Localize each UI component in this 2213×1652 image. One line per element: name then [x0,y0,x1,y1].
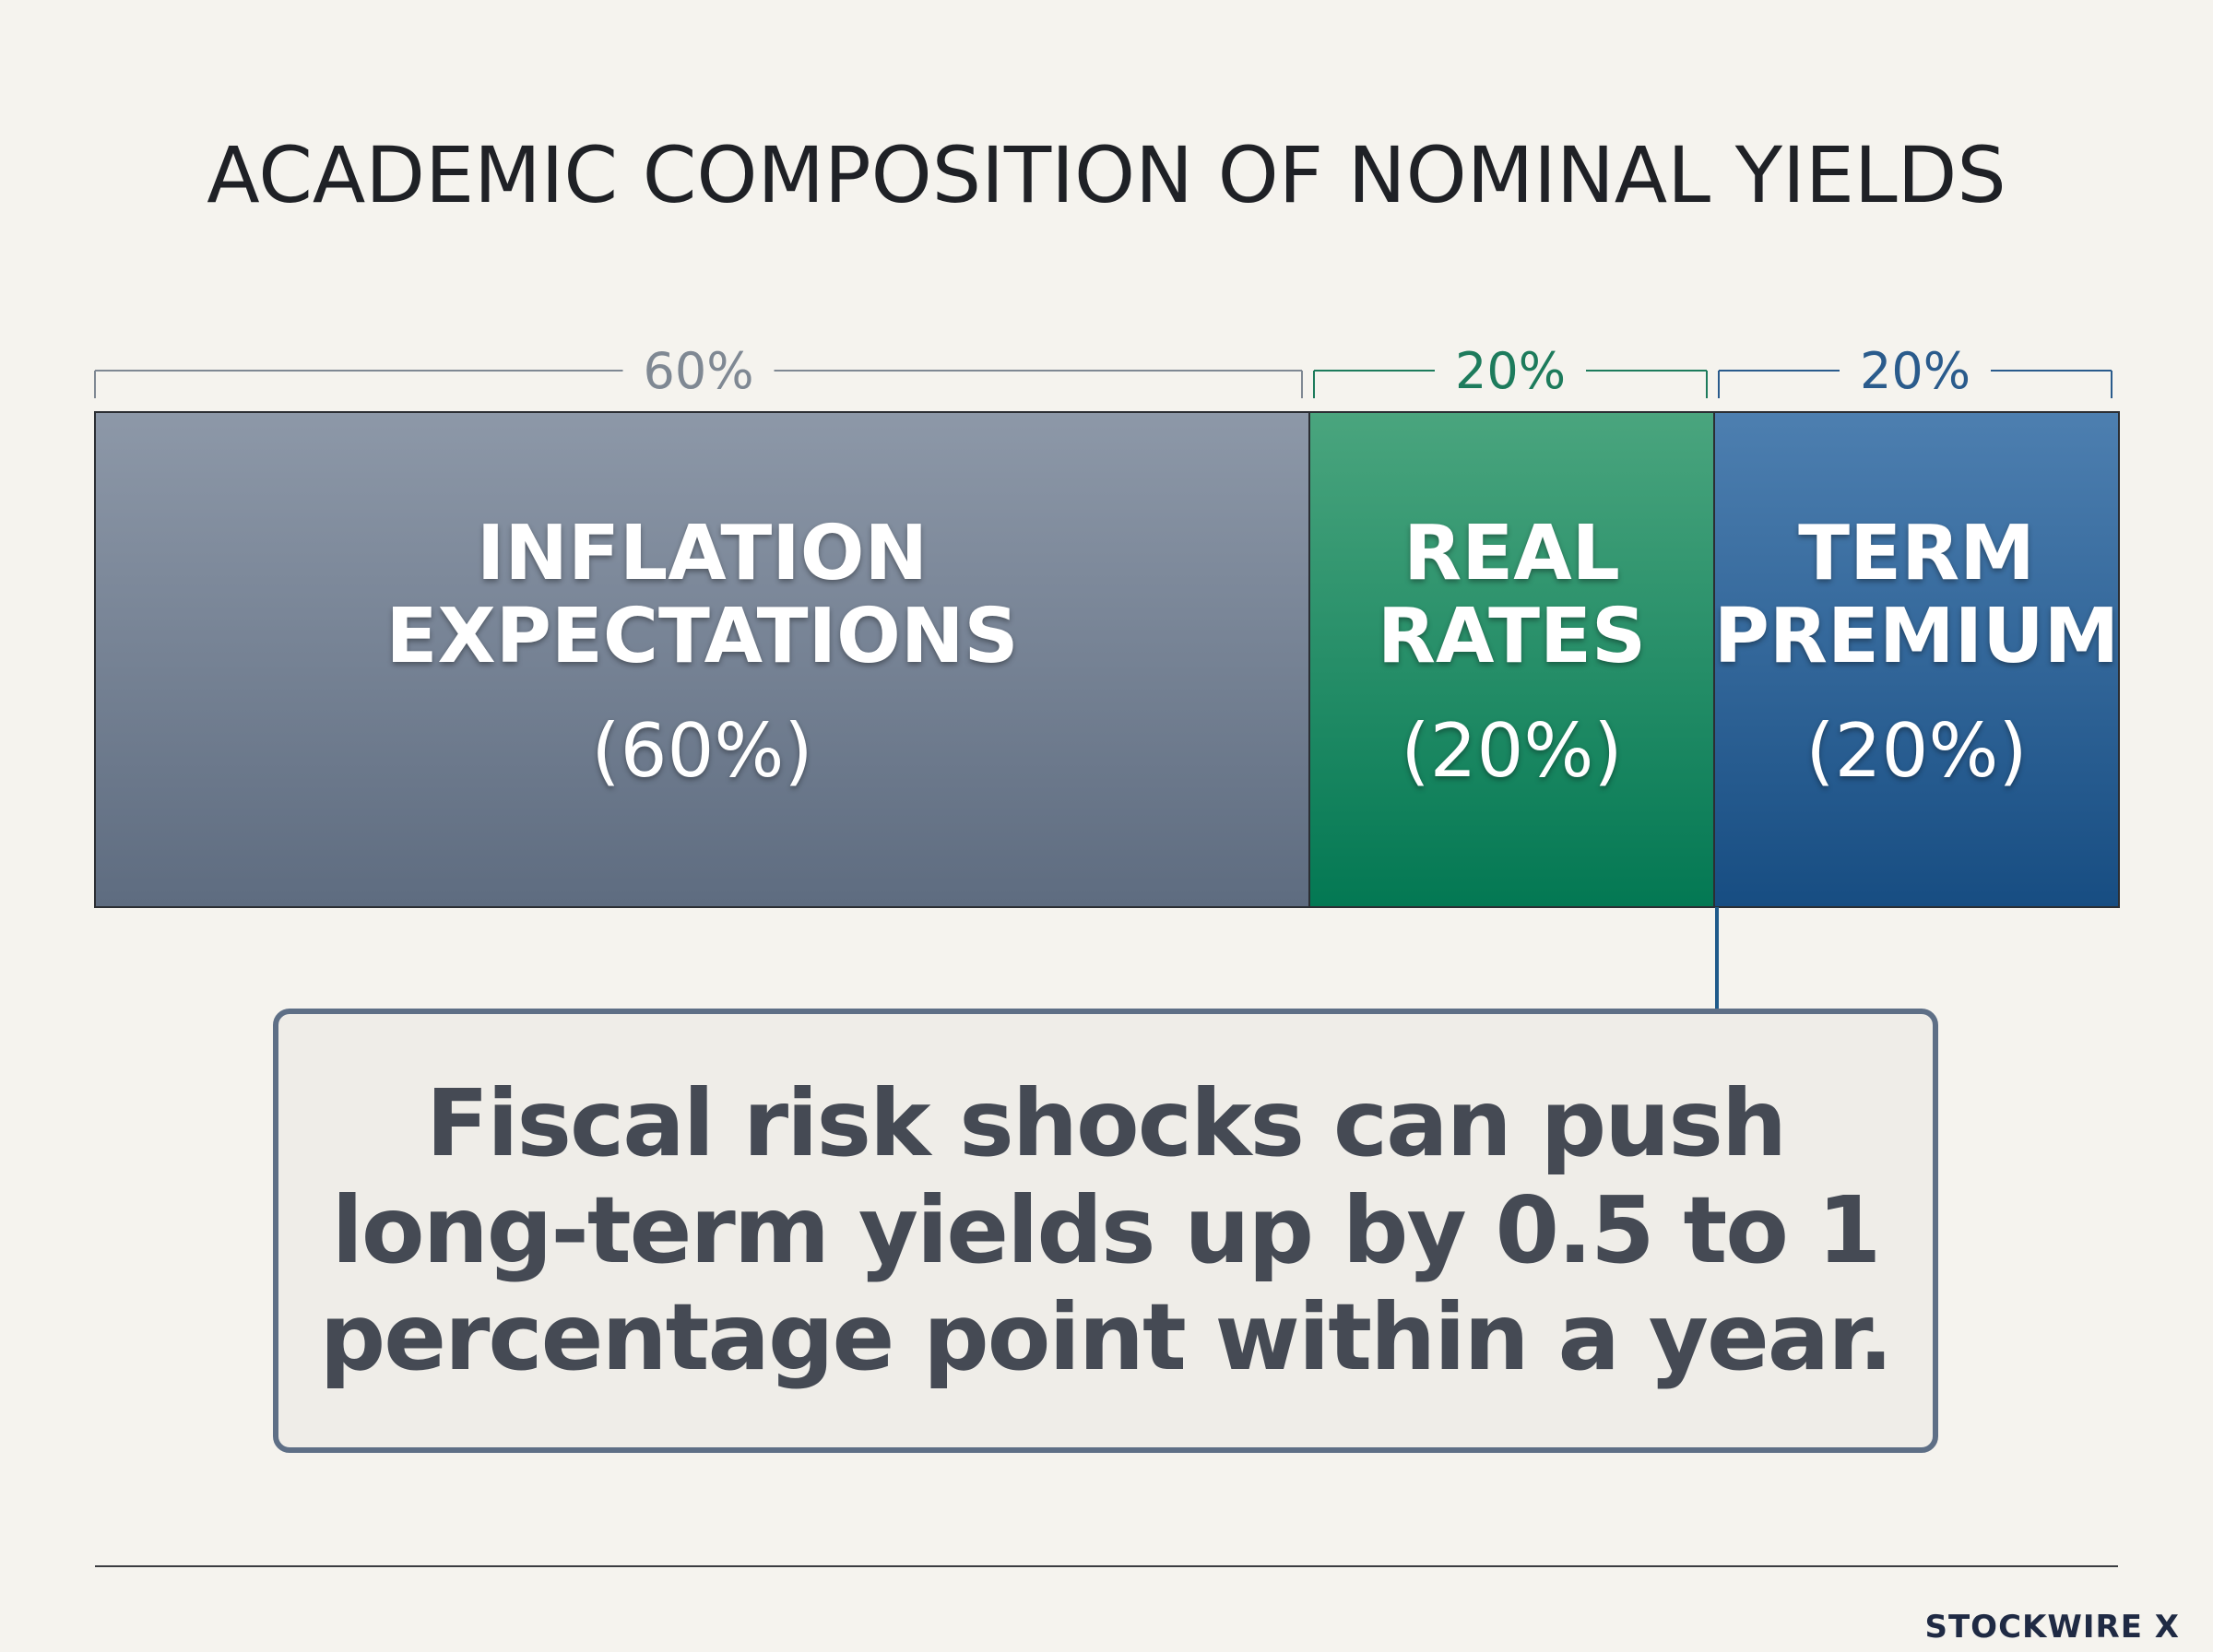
bracket-layer: 60% 20% 20% [94,342,2112,400]
callout-box: Fiscal risk shocks can push long-term yi… [273,1009,1938,1453]
brand-logo: STOCKWIRE X [1924,1609,2180,1646]
bar-segment-0 [94,411,1310,908]
bar-layer [94,411,2120,908]
bracket-0: 60% [94,342,1303,400]
bracket-label-1: 20% [1455,342,1566,400]
segment-pct-label-2: (20%) [1805,708,2027,794]
bracket-label-2: 20% [1860,342,1970,400]
chart-title: ACADEMIC COMPOSITION OF NOMINAL YIELDS [207,130,2006,220]
segment-label-0-line-1: EXPECTATIONS [385,593,1018,680]
segment-label-1-line-1: RATES [1378,593,1646,680]
bracket-1: 20% [1313,342,1708,400]
segment-pct-label-1: (20%) [1401,708,1622,794]
bar-segment-2 [1713,411,2120,908]
bar-segment-1 [1308,411,1715,908]
bracket-2: 20% [1718,342,2112,400]
segment-label-2-line-1: PREMIUM [1714,593,2120,680]
callout-text: Fiscal risk shocks can push long-term yi… [319,1069,1894,1391]
segment-label-2-line-0: TERM [1798,510,2035,597]
footer-divider [95,1565,2118,1567]
segment-pct-label-0: (60%) [591,708,812,794]
bracket-label-0: 60% [643,342,753,400]
segment-label-0-line-0: INFLATION [477,510,928,597]
segment-label-1-line-0: REAL [1403,510,1620,597]
